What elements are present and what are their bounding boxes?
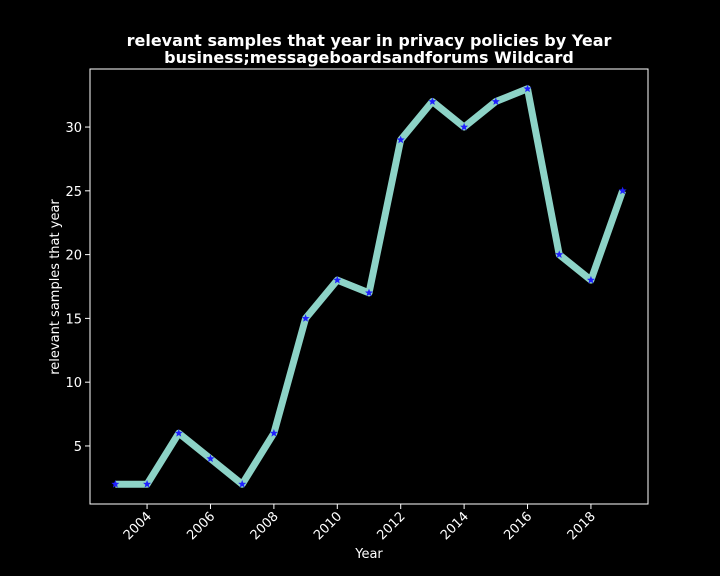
- x-axis-ticks: 2004 2006 2008 2010 2012 2014 2016 2018: [121, 504, 599, 543]
- y-axis-label: relevant samples that year: [48, 199, 63, 375]
- y-axis-ticks: 5 10 15 20 25 30: [65, 121, 90, 455]
- x-tick-label: 2012: [375, 509, 409, 543]
- data-point-marker: [396, 135, 405, 144]
- y-tick-label: 25: [65, 185, 82, 200]
- data-point-marker: [428, 97, 437, 105]
- data-point-marker: [269, 429, 278, 437]
- data-point-marker: [143, 480, 152, 488]
- x-tick-label: 2014: [438, 509, 472, 543]
- data-point-marker: [238, 480, 247, 488]
- x-tick-label: 2016: [501, 509, 535, 543]
- y-tick-label: 10: [65, 376, 82, 391]
- y-tick-label: 30: [65, 121, 82, 136]
- data-point-marker: [206, 454, 215, 463]
- x-tick-label: 2004: [121, 509, 155, 543]
- data-point-marker: [555, 250, 564, 259]
- x-tick-label: 2010: [311, 509, 345, 543]
- y-tick-label: 15: [65, 312, 82, 327]
- data-point-marker: [111, 480, 120, 488]
- plot-area: [89, 68, 649, 505]
- data-point-marker: [523, 84, 532, 93]
- data-point-marker: [460, 122, 469, 131]
- chart-title-line-2: business;messageboardsandforums Wildcard: [164, 48, 574, 67]
- data-point-marker: [586, 275, 595, 284]
- chart-title-line-1: relevant samples that year in privacy po…: [127, 31, 612, 50]
- data-point-marker: [301, 314, 310, 322]
- y-tick-label: 20: [65, 249, 82, 264]
- series-line: [115, 85, 626, 488]
- data-point-marker: [618, 186, 627, 195]
- x-tick-label: 2008: [248, 509, 282, 543]
- data-point-marker: [333, 275, 342, 284]
- series-markers: [111, 84, 627, 488]
- x-tick-label: 2018: [565, 509, 599, 543]
- data-point-marker: [174, 429, 183, 437]
- data-point-marker: [365, 288, 373, 297]
- y-tick-label: 5: [74, 440, 82, 455]
- x-tick-label: 2006: [184, 509, 218, 543]
- x-axis-label: Year: [354, 547, 383, 562]
- data-point-marker: [491, 97, 500, 105]
